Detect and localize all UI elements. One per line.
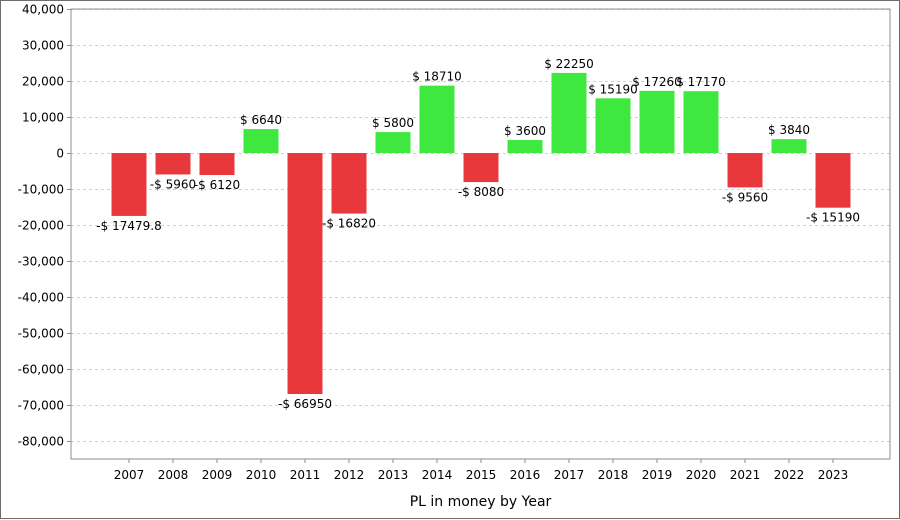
bar-2009 [199,153,235,176]
data-labels: -$ 17479.8 -$ 5960-$ 6120 $ 6640 -$ 66950 -$… [96,57,860,411]
bar-2011 [287,153,323,395]
x-axis-ticks: 2007 2008 2009 2010 2011 2012 2013 2014 2015 2016… [114,459,849,482]
bar-2016 [507,140,543,153]
bar-2020 [683,91,719,153]
y-tick-label: -20,000 [18,219,64,233]
bar-2007 [111,153,147,216]
x-tick-label: 2011 [290,468,321,482]
data-label-2016: $ 3600 [504,124,546,138]
x-tick-label: 2023 [818,468,849,482]
x-tick-label: 2013 [378,468,409,482]
bar-2019 [639,90,675,153]
bar-2023 [815,153,851,208]
x-tick-label: 2010 [246,468,277,482]
data-label-2007: -$ 17479.8 [96,219,161,233]
grid-lines [71,9,890,442]
y-tick-label: -30,000 [18,255,64,269]
y-tick-label: -10,000 [18,183,64,197]
bar-2010 [243,129,279,153]
data-label-2019: $ 17260 [632,75,682,89]
data-label-2010: $ 6640 [240,113,282,127]
x-tick-label: 2018 [598,468,629,482]
y-tick-label: 30,000 [22,39,64,53]
y-tick-label: -80,000 [18,435,64,449]
y-tick-label: -50,000 [18,327,64,341]
y-tick-label: 20,000 [22,75,64,89]
y-tick-label: 40,000 [22,3,64,17]
y-axis-ticks: 40,000 30,000 20,000 10,000 0 -10,000 -20,000 -… [18,3,71,449]
x-tick-label: 2009 [202,468,233,482]
data-label-2020: $ 17170 [676,75,726,89]
y-tick-label: -40,000 [18,291,64,305]
y-tick-label: -60,000 [18,363,64,377]
data-label-2023: -$ 15190 [806,211,860,225]
x-tick-label: 2008 [158,468,189,482]
data-label-2014: $ 18710 [412,70,462,84]
bar-2014 [419,85,455,153]
data-label-2017: $ 22250 [544,57,594,71]
x-tick-label: 2015 [466,468,497,482]
x-tick-label: 2021 [730,468,761,482]
data-label-2012: -$ 16820 [322,217,376,231]
y-tick-label: 0 [56,147,64,161]
x-tick-label: 2014 [422,468,453,482]
bar-2022 [771,139,807,153]
y-tick-label: 10,000 [22,111,64,125]
x-axis-title: PL in money by Year [410,494,552,510]
plot-area [70,8,891,460]
data-label-2021: -$ 9560 [722,190,768,204]
data-label-2015: -$ 8080 [458,185,504,199]
data-label-2018: $ 15190 [588,82,638,96]
bar-2018 [595,98,631,153]
data-label-2008: -$ 5960 [150,177,196,191]
x-tick-label: 2019 [642,468,673,482]
bar-2021 [727,153,763,188]
bar-2013 [375,132,411,153]
data-label-2022: $ 3840 [768,123,810,137]
x-tick-label: 2012 [334,468,365,482]
x-tick-label: 2017 [554,468,585,482]
x-tick-label: 2016 [510,468,541,482]
data-label-2009: -$ 6120 [194,178,240,192]
bar-2012 [331,153,367,214]
data-label-2013: $ 5800 [372,116,414,130]
x-tick-label: 2022 [774,468,805,482]
bar-2015 [463,153,499,183]
y-tick-label: -70,000 [18,399,64,413]
data-label-2011: -$ 66950 [278,397,332,411]
bar-2008 [155,153,191,175]
x-tick-label: 2020 [686,468,717,482]
x-tick-label: 2007 [114,468,145,482]
bar-2017 [551,72,587,153]
bars [111,72,851,395]
